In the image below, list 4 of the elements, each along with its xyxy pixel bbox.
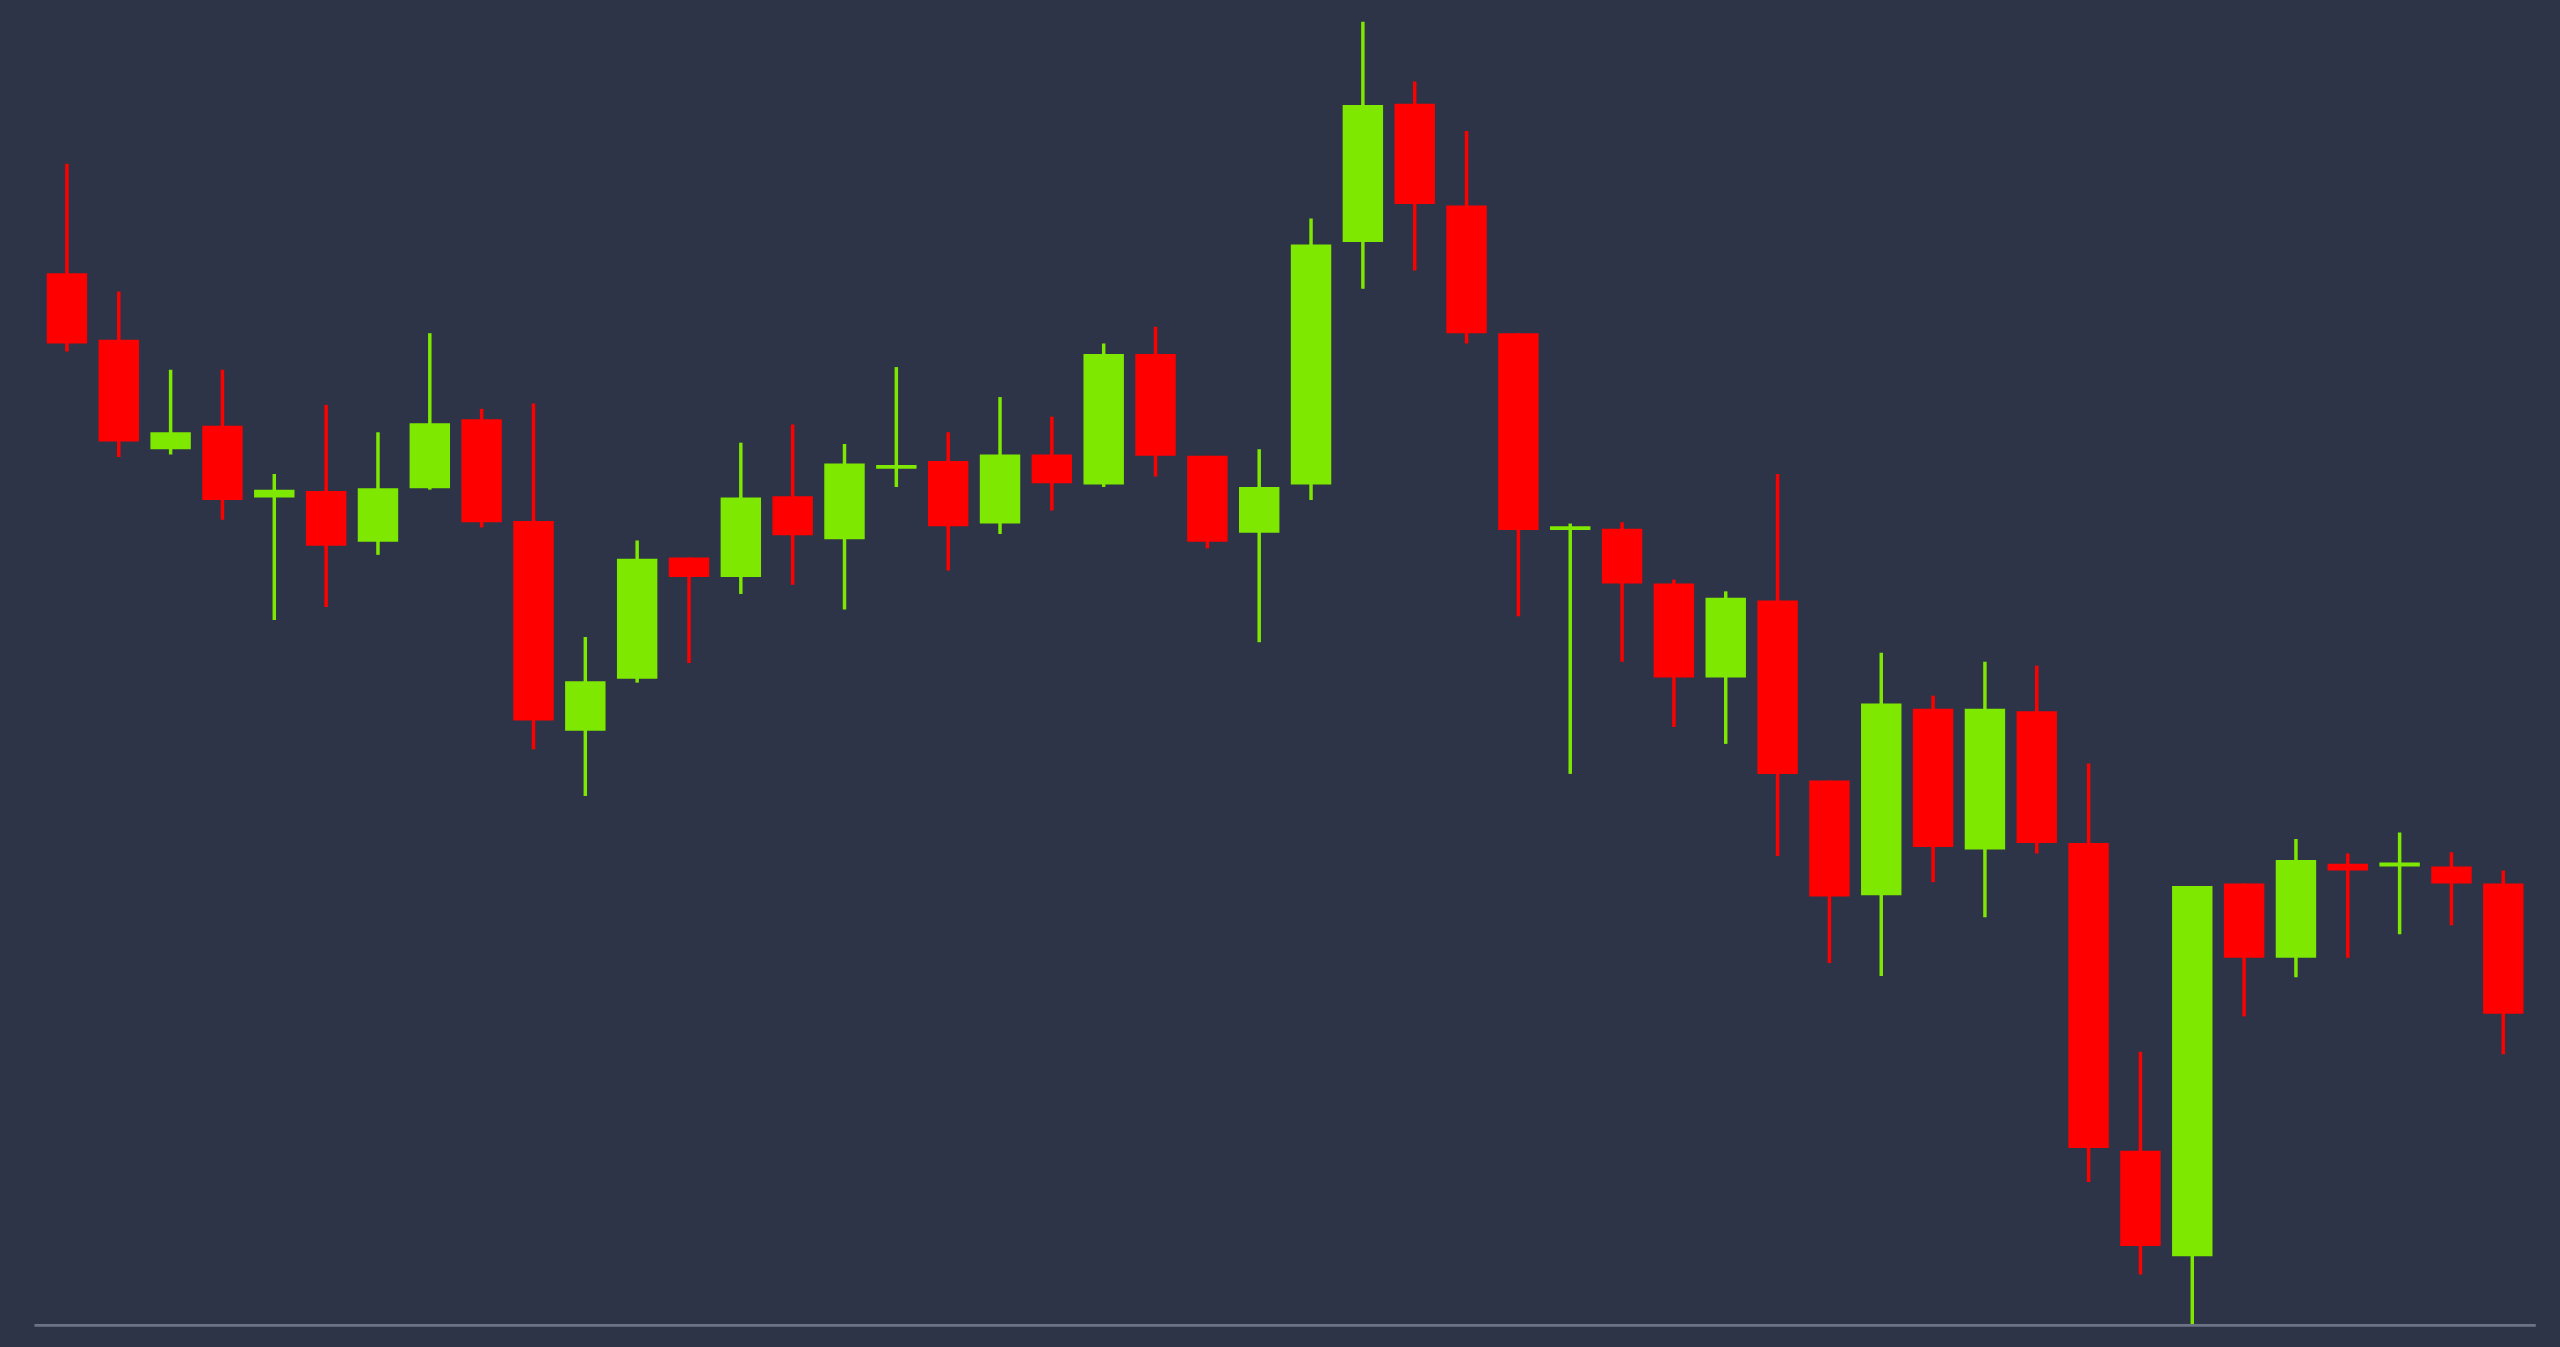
candlestick: [876, 367, 917, 489]
candlestick: [2327, 853, 2368, 958]
candlestick: [254, 474, 295, 621]
candlestick: [1550, 523, 1591, 774]
